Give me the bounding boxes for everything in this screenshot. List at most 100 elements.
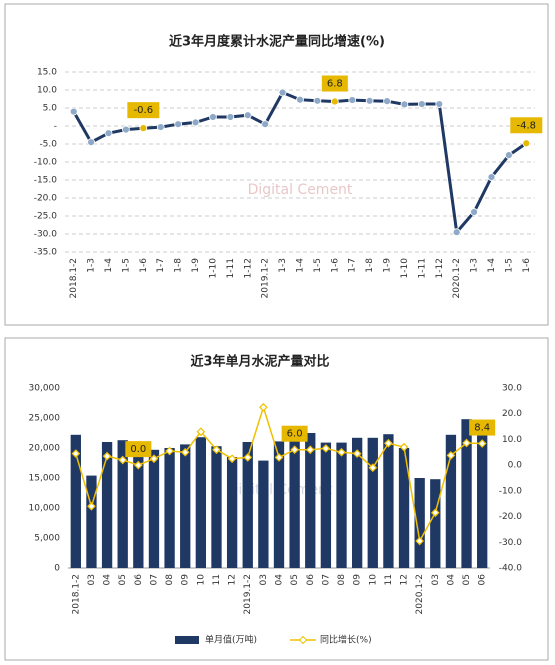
legend-label: 单月值(万吨) [205, 634, 257, 646]
point [462, 438, 471, 448]
x-tick-label: 1-4 [296, 258, 306, 273]
point [243, 111, 252, 120]
x-tick-label: 1-7 [348, 258, 358, 273]
y-tick-label: 10,000 [29, 504, 61, 514]
x-tick-label: 1-8 [365, 258, 375, 273]
x-tick-label: 03 [431, 574, 441, 585]
x-tick-label: 09 [353, 574, 363, 586]
x-tick-label: 1-4 [487, 258, 497, 273]
value-label: -0.6 [134, 105, 154, 116]
point [522, 139, 531, 148]
value-label: 6.0 [287, 429, 303, 440]
y-tick-label: 0 [54, 564, 60, 574]
bar [461, 419, 472, 568]
y2-tick-label: -20.0 [499, 512, 523, 522]
point [383, 97, 391, 106]
y-tick-label: 5.0 [43, 104, 58, 114]
x-tick-label: 1-12 [435, 258, 445, 278]
bar [242, 442, 253, 568]
y-tick-label: 15.0 [37, 68, 57, 78]
x-tick-label: 06 [478, 574, 488, 586]
point [348, 96, 357, 104]
point [212, 445, 221, 455]
x-tick-label: 08 [165, 574, 175, 586]
point [174, 120, 183, 129]
x-tick-label: 04 [103, 574, 113, 586]
x-tick-label: 08 [337, 574, 347, 586]
value-label-box [127, 102, 160, 119]
bar [258, 460, 269, 568]
x-tick-label: 1-3 [87, 258, 97, 273]
y-tick-label: 10.0 [37, 86, 57, 96]
x-tick-label: 1-6 [139, 258, 149, 273]
chart-title: 近3年月度累计水泥产量同比增速(%) [169, 34, 385, 50]
point [477, 439, 487, 448]
point [274, 453, 284, 462]
point [261, 120, 270, 129]
x-tick-label: 03 [259, 574, 269, 585]
point [290, 445, 299, 455]
legend-label: 同比增长(%) [320, 634, 372, 646]
point [435, 100, 444, 108]
point [69, 107, 78, 116]
value-label-box [125, 441, 152, 458]
point [415, 536, 425, 546]
x-tick-label: 12 [228, 574, 238, 585]
y-tick-label: -20.0 [34, 194, 58, 204]
y-tick-label: 15,000 [29, 474, 61, 484]
bar [195, 437, 207, 568]
x-tick-label: 1-10 [208, 258, 218, 279]
x-tick-label: 1-9 [191, 258, 201, 273]
x-tick-label: 10 [368, 574, 378, 586]
x-tick-label: 05 [290, 574, 300, 585]
point [87, 138, 96, 147]
point [399, 442, 409, 452]
bar [273, 441, 285, 568]
x-tick-label: 1-11 [417, 258, 427, 278]
point [417, 100, 426, 108]
point [368, 463, 378, 473]
bar [211, 446, 222, 568]
x-tick-label: 2018.1-2 [69, 258, 79, 298]
value-label: 8.4 [474, 423, 490, 434]
y-tick-label: -15.0 [34, 176, 58, 186]
x-tick-label: 09 [181, 574, 191, 586]
value-label: 6.8 [327, 79, 343, 90]
point [139, 124, 148, 133]
point [330, 97, 339, 106]
bar [414, 478, 425, 568]
x-tick-label: 04 [446, 574, 456, 586]
x-tick-label: 06 [306, 574, 316, 586]
bar [164, 448, 175, 568]
point [227, 454, 237, 464]
point [296, 95, 304, 104]
point [133, 460, 143, 470]
bar [148, 449, 160, 568]
point [196, 427, 206, 437]
legend-swatch [298, 635, 308, 645]
x-tick-label: 1-5 [504, 258, 514, 273]
y2-tick-label: 0.0 [508, 461, 523, 471]
x-tick-label: 1-10 [400, 258, 410, 279]
x-tick-label: 1-8 [174, 258, 184, 273]
y2-tick-label: 20.0 [502, 409, 522, 419]
point [122, 125, 130, 134]
point [156, 123, 165, 131]
point [104, 129, 113, 138]
bar [86, 475, 97, 568]
point [313, 96, 322, 105]
bar [336, 442, 347, 568]
point [384, 438, 393, 448]
point [118, 455, 128, 465]
x-tick-label: 1-3 [278, 258, 288, 273]
point [305, 445, 315, 455]
x-tick-label: 1-5 [313, 258, 323, 273]
x-tick-label: 12 [400, 574, 410, 585]
x-tick-label: 1-3 [470, 258, 480, 273]
point [452, 228, 461, 237]
x-tick-label: 1-4 [104, 258, 114, 273]
bar [351, 437, 363, 568]
value-label-box [321, 75, 348, 92]
y-tick-label: -35.0 [34, 248, 58, 258]
